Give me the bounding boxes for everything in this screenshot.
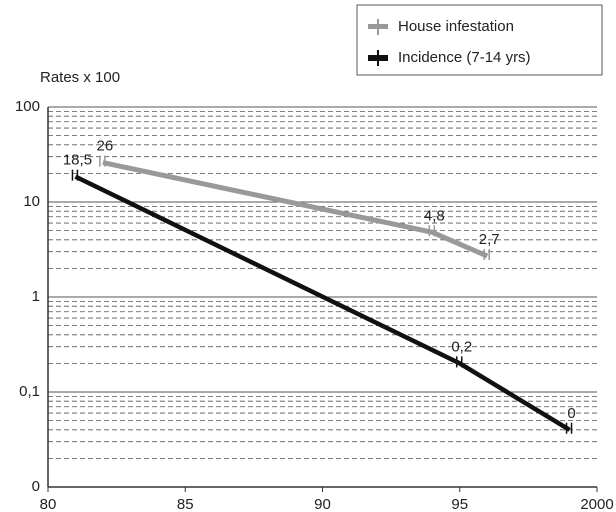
series-line <box>102 160 489 259</box>
y-tick-label: 100 <box>15 98 40 115</box>
data-label: 18,5 <box>63 152 92 169</box>
point-marker <box>456 356 463 368</box>
point-marker <box>428 225 436 237</box>
data-label: 26 <box>97 138 114 155</box>
x-tick-label: 85 <box>177 496 194 512</box>
point-marker <box>71 169 79 181</box>
legend-label: House infestation <box>398 18 514 35</box>
x-tick-label: 80 <box>40 496 57 512</box>
data-label: 0,2 <box>451 338 472 355</box>
y-tick-label: 1 <box>32 288 40 305</box>
legend-label: Incidence (7-14 yrs) <box>398 49 531 66</box>
y-tick-label: 10 <box>23 193 40 210</box>
legend-box <box>356 4 603 76</box>
point-marker <box>565 422 573 434</box>
y-tick-label: 0,1 <box>19 383 40 400</box>
data-label: 4,8 <box>424 207 445 224</box>
series-line <box>74 174 571 432</box>
point-marker <box>483 249 490 261</box>
y-tick-label: 0 <box>32 478 40 495</box>
point-marker <box>99 155 106 167</box>
y-axis-title: Rates x 100 <box>40 69 120 86</box>
data-label: 2,7 <box>479 231 500 248</box>
x-tick-label: 95 <box>451 496 468 512</box>
x-tick-label: 90 <box>314 496 331 512</box>
x-tick-label: 2000 <box>580 496 613 512</box>
data-label: 0 <box>567 405 575 422</box>
